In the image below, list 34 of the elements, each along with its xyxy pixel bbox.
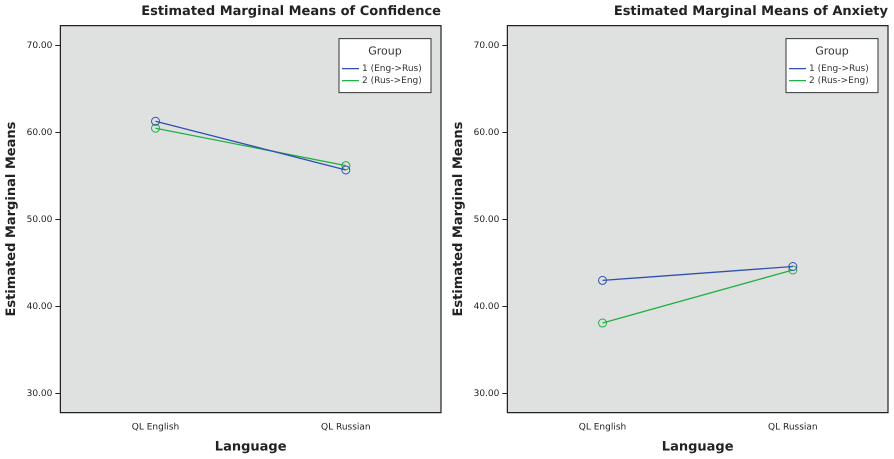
y-tick-label: 30.00 bbox=[474, 388, 500, 399]
x-tick-label: QL Russian bbox=[321, 422, 371, 432]
y-axis-title: Estimated Marginal Means bbox=[4, 121, 20, 317]
y-tick-label: 40.00 bbox=[26, 302, 53, 312]
chart-title: Estimated Marginal Means of Confidence bbox=[141, 4, 442, 20]
point bbox=[788, 262, 798, 271]
x-axis-title: Language bbox=[214, 440, 287, 455]
y-tick-label: 60.00 bbox=[474, 128, 500, 138]
legend-title: Group bbox=[815, 44, 849, 58]
y-tick-label: 70.00 bbox=[474, 40, 500, 51]
point bbox=[598, 276, 608, 285]
point bbox=[598, 318, 608, 328]
y-tick-label: 40.00 bbox=[474, 302, 500, 312]
x-tick-label: QL Russian bbox=[768, 422, 818, 432]
legend-label: 2 (Rus->Eng) bbox=[809, 76, 869, 86]
point bbox=[788, 265, 798, 274]
point bbox=[341, 165, 350, 174]
y-tick-label: 70.00 bbox=[26, 40, 53, 51]
legend-label: 1 (Eng->Rus) bbox=[809, 64, 869, 74]
point bbox=[341, 161, 350, 170]
y-tick-label: 50.00 bbox=[26, 214, 53, 225]
point bbox=[151, 116, 160, 126]
chart-title: Estimated Marginal Means of Anxiety bbox=[614, 4, 889, 20]
legend-label: 2 (Rus->Eng) bbox=[362, 76, 422, 86]
point bbox=[151, 124, 160, 133]
y-axis-title: Estimated Marginal Means bbox=[451, 121, 466, 317]
y-tick-label: 50.00 bbox=[474, 214, 500, 225]
legend-label: 1 (Eng->Rus) bbox=[362, 64, 422, 74]
y-tick-label: 60.00 bbox=[26, 128, 53, 138]
x-tick-label: QL English bbox=[132, 422, 180, 432]
x-tick-label: QL English bbox=[578, 422, 626, 432]
legend-title: Group bbox=[368, 44, 402, 58]
x-axis-title: Language bbox=[662, 440, 734, 455]
y-tick-label: 30.00 bbox=[26, 388, 53, 399]
